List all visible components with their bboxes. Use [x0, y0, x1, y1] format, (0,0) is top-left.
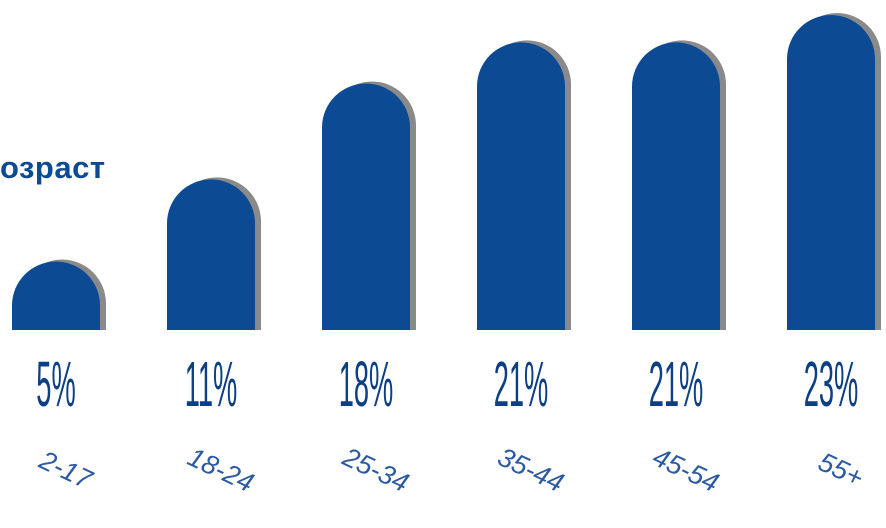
value-label-18-24: 11%: [185, 350, 238, 420]
category-label-18-24: 18-24: [183, 442, 258, 498]
value-label-35-44: 21%: [494, 350, 549, 420]
value-label-25-34: 18%: [339, 350, 394, 420]
bar-25-34: [322, 83, 410, 330]
category-label-2-17: 2-17: [34, 444, 97, 495]
bar-35-44: [477, 42, 565, 331]
bar-55+: [787, 15, 875, 330]
category-label-35-44: 35-44: [493, 442, 568, 498]
bar-18-24: [167, 179, 255, 330]
chart-title: озраст: [0, 150, 106, 185]
category-label-25-34: 25-34: [337, 441, 413, 498]
bar-45-54: [632, 42, 720, 331]
category-label-45-54: 45-54: [648, 442, 723, 498]
bar-2-17: [12, 261, 100, 330]
value-label-2-17: 5%: [36, 350, 75, 420]
category-label-55+: 55+: [814, 447, 868, 494]
value-label-55+: 23%: [804, 350, 859, 420]
value-label-45-54: 21%: [649, 350, 704, 420]
